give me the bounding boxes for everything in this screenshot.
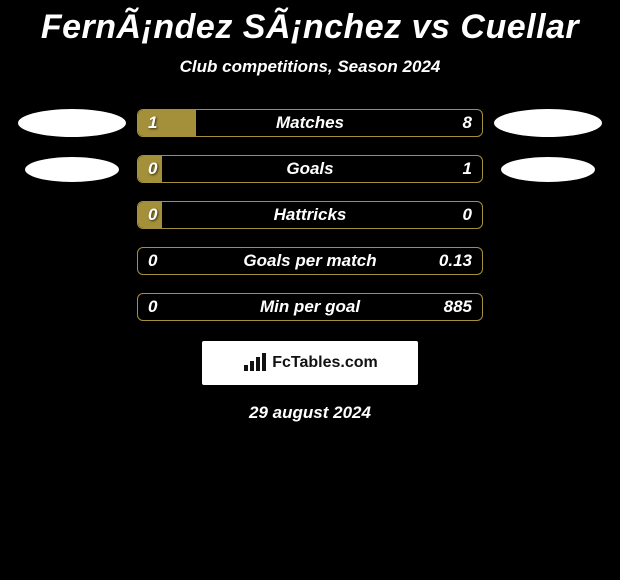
stat-right-value: 0 <box>463 202 472 228</box>
stat-rows: 1 Matches 8 0 Goals 1 <box>0 109 620 321</box>
stat-row: 1 Matches 8 <box>0 109 620 137</box>
stat-row: 0 Goals 1 <box>0 155 620 183</box>
stat-left-value: 1 <box>148 110 157 136</box>
stat-label: Min per goal <box>260 294 360 320</box>
stat-right-value: 885 <box>444 294 472 320</box>
page-subtitle: Club competitions, Season 2024 <box>0 57 620 77</box>
stat-bar: 1 Matches 8 <box>137 109 483 137</box>
comparison-infographic: FernÃ¡ndez SÃ¡nchez vs Cuellar Club comp… <box>0 0 620 423</box>
infographic-date: 29 august 2024 <box>0 403 620 423</box>
left-avatar-slot <box>7 157 137 182</box>
stat-label: Hattricks <box>274 202 347 228</box>
avatar-placeholder-right <box>494 109 602 137</box>
chart-icon <box>242 353 268 373</box>
stat-row: 0 Hattricks 0 <box>0 201 620 229</box>
page-title: FernÃ¡ndez SÃ¡nchez vs Cuellar <box>0 8 620 47</box>
stat-bar: 0 Hattricks 0 <box>137 201 483 229</box>
stat-right-value: 1 <box>463 156 472 182</box>
stat-bar: 0 Goals 1 <box>137 155 483 183</box>
stat-row: 0 Min per goal 885 <box>0 293 620 321</box>
stat-label: Goals <box>286 156 333 182</box>
stat-label: Goals per match <box>243 248 376 274</box>
stat-label: Matches <box>276 110 344 136</box>
stat-left-value: 0 <box>148 248 157 274</box>
right-avatar-slot <box>483 109 613 137</box>
avatar-placeholder-right <box>501 157 595 182</box>
left-avatar-slot <box>7 109 137 137</box>
stat-right-value: 8 <box>463 110 472 136</box>
stat-left-value: 0 <box>148 294 157 320</box>
source-logo: FcTables.com <box>202 341 418 385</box>
stat-bar: 0 Min per goal 885 <box>137 293 483 321</box>
stat-right-value: 0.13 <box>439 248 472 274</box>
stat-bar: 0 Goals per match 0.13 <box>137 247 483 275</box>
avatar-placeholder-left <box>18 109 126 137</box>
logo-text: FcTables.com <box>272 354 378 372</box>
stat-left-value: 0 <box>148 202 157 228</box>
right-avatar-slot <box>483 157 613 182</box>
stat-left-value: 0 <box>148 156 157 182</box>
stat-row: 0 Goals per match 0.13 <box>0 247 620 275</box>
avatar-placeholder-left <box>25 157 119 182</box>
bar-fill-left <box>138 110 196 136</box>
